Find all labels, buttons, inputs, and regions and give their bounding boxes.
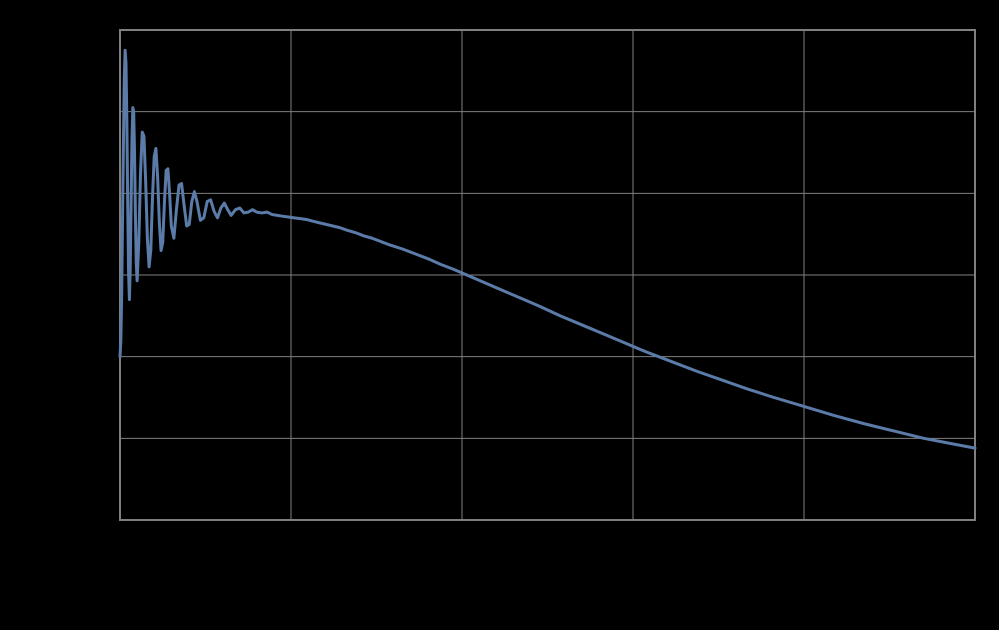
chart-background xyxy=(0,0,999,630)
line-chart xyxy=(0,0,999,630)
